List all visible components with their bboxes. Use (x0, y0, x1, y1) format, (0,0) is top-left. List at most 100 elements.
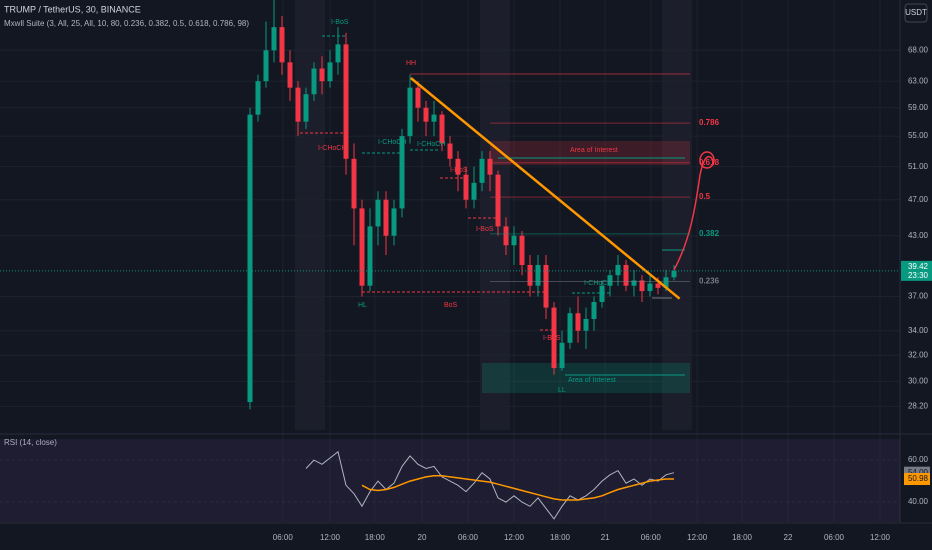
label: I-BoS (543, 335, 561, 342)
y-tick-label: 34.00 (908, 326, 929, 335)
candle-body (303, 94, 309, 122)
candle-body (647, 283, 653, 292)
candle-body (511, 235, 517, 246)
candle-body (271, 27, 277, 51)
candle-body (351, 158, 357, 209)
label: BoS (444, 302, 458, 309)
x-tick-label: 06:00 (824, 533, 845, 542)
y-tick-label: 30.00 (908, 376, 929, 385)
label: Area of Interest (568, 377, 616, 384)
x-tick-label: 18:00 (732, 533, 753, 542)
rsi-title: RSI (14, close) (4, 438, 57, 447)
candle-body (287, 62, 293, 88)
label: I-BoS (450, 167, 468, 174)
candle-body (247, 114, 253, 403)
indicator-label: Mxwll Suite (3, All, 25, All, 10, 80, 0.… (4, 19, 249, 28)
trendline (410, 77, 681, 300)
fib-label: 0.382 (699, 229, 720, 238)
candle-body (455, 158, 461, 175)
candle-body (559, 342, 565, 369)
fib-label: 0.786 (699, 118, 720, 127)
label: I-BoS (476, 226, 494, 233)
grid (0, 0, 900, 522)
candle-body (463, 174, 469, 200)
candle-body (263, 50, 269, 82)
candle-body (415, 87, 421, 108)
structure-lines (300, 35, 690, 376)
rsi-line (305, 450, 675, 520)
candle-body (255, 81, 261, 115)
x-tick-label: 20 (418, 533, 427, 542)
candle-body (279, 27, 285, 63)
x-tick-label: 21 (601, 533, 610, 542)
label: HH (406, 60, 416, 67)
candle-body (423, 107, 429, 122)
candle-body (535, 264, 541, 286)
label: I-CHoCH (318, 145, 346, 152)
label: I-BoS (331, 19, 349, 26)
candle-body (519, 235, 525, 265)
candle-body (671, 270, 677, 278)
x-tick-label: 12:00 (504, 533, 525, 542)
fib-label: 0.236 (699, 277, 720, 286)
candle-body (487, 158, 493, 175)
label: I-CHoCH (417, 141, 445, 148)
candle-body (367, 226, 373, 286)
x-tick-label: 18:00 (365, 533, 386, 542)
candle-body (375, 199, 381, 227)
y-tick-label: 68.00 (908, 45, 929, 54)
y-tick-label: 43.00 (908, 231, 929, 240)
rsi-ma-line (361, 475, 674, 501)
y-tick-label: 51.00 (908, 162, 929, 171)
label: Area of Interest (570, 147, 618, 154)
currency-button-label[interactable]: USDT (905, 8, 927, 17)
last-price-label: 39.42 (908, 262, 929, 271)
candle-body (343, 44, 349, 159)
y-tick-label: 63.00 (908, 76, 929, 85)
rsi-badge (904, 473, 930, 486)
y-tick-label: 28.20 (908, 401, 929, 410)
y-tick-label: 59.00 (908, 103, 929, 112)
rsi-tick-label: 40.00 (908, 497, 929, 506)
candle-body (663, 277, 669, 288)
candle-body (527, 264, 533, 286)
demand-zone (482, 363, 690, 393)
candle-body (599, 285, 605, 302)
label: HL (358, 302, 367, 309)
y-tick-label: 32.00 (908, 350, 929, 359)
candle-body (319, 68, 325, 82)
supply-zone (490, 141, 690, 165)
currency-button[interactable] (904, 3, 928, 23)
target-circle (699, 151, 715, 169)
rsi-badge-label: 54.00 (908, 468, 929, 477)
candle-body (639, 280, 645, 292)
candle-body (567, 313, 573, 343)
candle-body (551, 307, 557, 369)
x-tick-label: 12:00 (870, 533, 891, 542)
label: I-CHoCH (378, 139, 406, 146)
candle-body (407, 87, 413, 137)
countdown-label: 23:30 (908, 271, 929, 280)
fib-label: 0.5 (699, 192, 711, 201)
candle-body (295, 87, 301, 122)
candle-body (383, 199, 389, 236)
projection-path (673, 156, 715, 271)
x-tick-label: 22 (784, 533, 793, 542)
rsi-badge-label: 50.98 (908, 474, 929, 483)
annotations: I-BoS HH I-CHoCH I-CHoCH I-CHoCH I-BoS I… (318, 19, 618, 394)
candle-body (327, 62, 333, 82)
candle-body (623, 264, 629, 286)
candle-body (583, 318, 589, 331)
candle-body (399, 136, 405, 209)
candle-body (543, 264, 549, 308)
x-tick-label: 12:00 (687, 533, 708, 542)
chart-title: TRUMP / TetherUS, 30, BINANCE (4, 4, 141, 14)
x-tick-label: 06:00 (458, 533, 479, 542)
candle-body (335, 44, 341, 63)
candle-body (591, 301, 597, 319)
candle-body (447, 143, 453, 159)
candle-body (655, 283, 661, 288)
label: I-CHoCH (584, 280, 612, 287)
